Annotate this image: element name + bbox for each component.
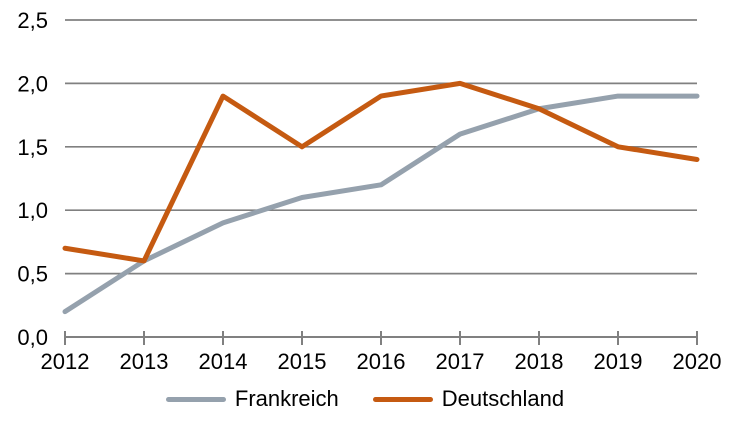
chart-canvas: 0,0 0,5 1,0 1,5 2,0 2,5 2012 2013 2014 2015 2016 20…: [17, 8, 722, 374]
legend-item-deutschland: Deutschland: [372, 386, 565, 411]
y-axis-tick-label: 0,0: [17, 325, 48, 350]
x-axis-tick-label: 2020: [673, 349, 722, 374]
y-axis-tick-label: 0,5: [17, 262, 48, 287]
y-axis-tick-label: 1,0: [17, 198, 48, 223]
legend-label-frankreich: Frankreich: [234, 386, 339, 411]
x-axis-tick-label: 2013: [120, 349, 169, 374]
series-line-deutschland: [62, 80, 700, 264]
series-line-frankreich: [62, 93, 700, 315]
x-axis-tick-label: 2017: [436, 349, 485, 374]
deutschland-line-swatch: [372, 396, 433, 402]
x-axis-tick-label: 2016: [357, 349, 406, 374]
x-axis-tick-label: 2015: [278, 349, 327, 374]
chart-legend: Frankreich Deutschland: [0, 388, 730, 410]
y-axis-tick-label: 2,0: [17, 71, 48, 96]
frankreich-line-swatch: [165, 396, 226, 402]
legend-item-frankreich: Frankreich: [165, 386, 339, 411]
x-axis-tick-label: 2014: [199, 349, 248, 374]
x-axis-tick-label: 2019: [594, 349, 643, 374]
x-axis-tick-label: 2012: [41, 349, 90, 374]
x-axis-tick-label: 2018: [515, 349, 564, 374]
y-axis-tick-label: 2,5: [17, 8, 48, 33]
y-axis-tick-label: 1,5: [17, 135, 48, 160]
legend-label-deutschland: Deutschland: [441, 386, 565, 411]
